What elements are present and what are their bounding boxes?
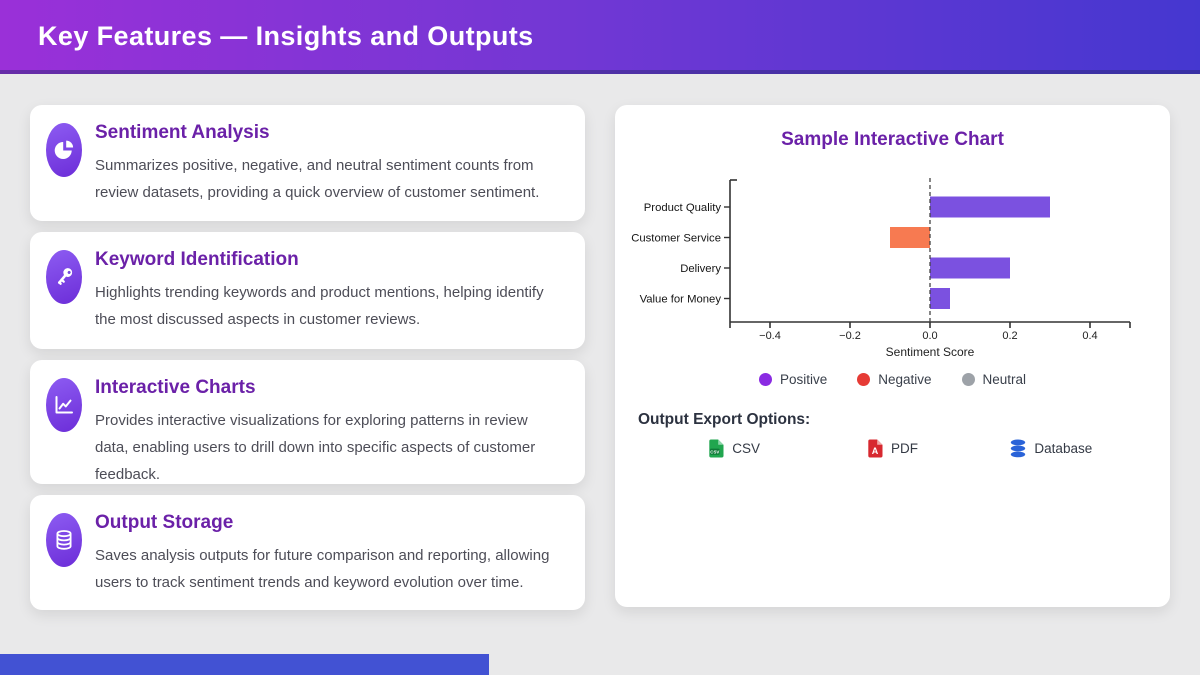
x-tick-label: −0.4 (759, 330, 781, 342)
x-tick-label: 0.0 (922, 330, 937, 342)
chart-legend: Positive Negative Neutral (615, 372, 1170, 387)
negative-dot-icon (857, 373, 871, 386)
y-category-label: Delivery (680, 263, 721, 275)
feature-card-output-storage: Output Storage Saves analysis outputs fo… (30, 495, 585, 610)
chart-panel: Sample Interactive Chart −0.4 −0.2 0.0 0.2 0… (615, 105, 1170, 607)
line-chart-icon (46, 378, 82, 432)
feature-list: Sentiment Analysis Summarizes positive, … (30, 105, 585, 610)
bar-product-quality[interactable] (930, 196, 1050, 218)
bar-delivery[interactable] (930, 257, 1010, 279)
feature-description: Summarizes positive, negative, and neutr… (95, 157, 540, 201)
sentiment-bar-chart[interactable]: −0.4 −0.2 0.0 0.2 0.4 Sentiment Score Product … (623, 170, 1163, 365)
feature-card-keyword-identification: Keyword Identification Highlights trendi… (30, 232, 585, 349)
legend-item-neutral[interactable]: Neutral (961, 372, 1026, 387)
y-category-label: Product Quality (644, 202, 722, 214)
feature-title: Interactive Charts (95, 377, 256, 398)
y-category-label: Value for Money (640, 294, 722, 306)
export-csv-button[interactable]: CSV CSV (655, 439, 813, 458)
bar-value-for-money[interactable] (930, 288, 950, 309)
y-category-label: Customer Service (631, 233, 721, 245)
footer-accent-bar (0, 654, 489, 675)
csv-file-icon: CSV (709, 439, 724, 458)
pdf-file-icon: A (868, 439, 883, 458)
export-options-heading: Output Export Options: (638, 411, 811, 428)
bar-customer-service[interactable] (890, 227, 930, 248)
feature-title: Output Storage (95, 512, 234, 533)
legend-item-positive[interactable]: Positive (758, 372, 827, 387)
key-icon (46, 250, 82, 304)
database-icon (46, 513, 82, 567)
x-tick-label: −0.2 (839, 330, 861, 342)
svg-text:CSV: CSV (711, 449, 720, 454)
feature-title: Keyword Identification (95, 249, 299, 270)
legend-item-negative[interactable]: Negative (857, 372, 932, 387)
feature-card-sentiment-analysis: Sentiment Analysis Summarizes positive, … (30, 105, 585, 221)
export-pdf-button[interactable]: A PDF (813, 439, 971, 458)
page-title: Key Features — Insights and Outputs (38, 21, 534, 51)
export-options-row: CSV CSV A PDF Database (615, 439, 1170, 458)
database-icon (1011, 439, 1026, 458)
x-tick-label: 0.4 (1082, 330, 1097, 342)
chart-title: Sample Interactive Chart (781, 129, 1004, 150)
svg-text:A: A (872, 446, 879, 456)
positive-dot-icon (758, 373, 772, 386)
neutral-dot-icon (961, 373, 975, 386)
pie-chart-icon (46, 123, 82, 177)
export-database-button[interactable]: Database (972, 439, 1130, 458)
feature-description: Provides interactive visualizations for … (95, 412, 536, 483)
slide-header: Key Features — Insights and Outputs (0, 0, 1200, 74)
feature-description: Saves analysis outputs for future compar… (95, 547, 550, 591)
x-axis-label: Sentiment Score (886, 345, 975, 359)
feature-title: Sentiment Analysis (95, 122, 270, 143)
feature-card-interactive-charts: Interactive Charts Provides interactive … (30, 360, 585, 484)
x-tick-label: 0.2 (1002, 330, 1017, 342)
feature-description: Highlights trending keywords and product… (95, 284, 544, 328)
